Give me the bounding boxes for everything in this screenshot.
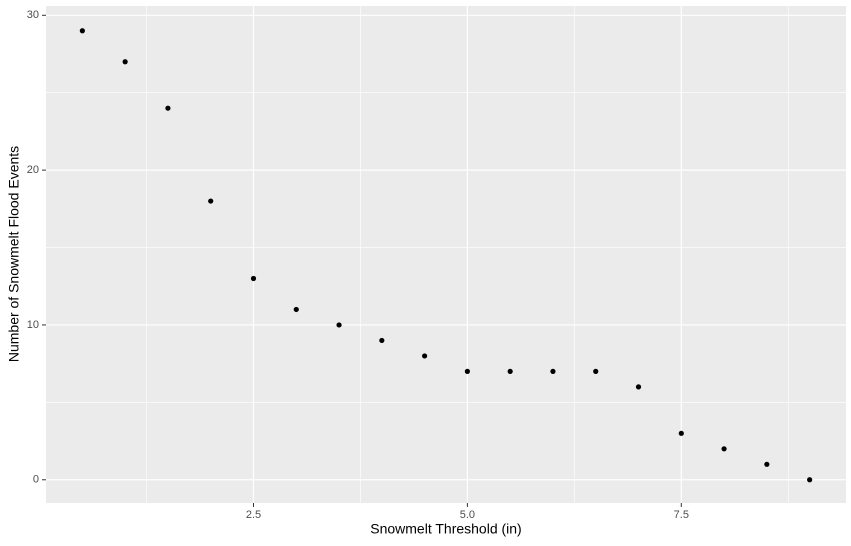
point — [635, 384, 642, 390]
panel-background — [46, 6, 846, 503]
point — [721, 446, 727, 452]
point — [122, 59, 128, 65]
point — [250, 275, 257, 282]
point — [208, 198, 214, 204]
point — [550, 368, 556, 374]
x-tick-label: 2.5 — [246, 509, 261, 521]
point — [764, 461, 770, 467]
point — [593, 368, 599, 374]
point — [507, 368, 513, 374]
point — [807, 477, 813, 483]
x-tick-label: 5.0 — [460, 509, 475, 521]
point — [464, 368, 470, 374]
point — [79, 28, 85, 34]
point — [293, 306, 299, 313]
point — [336, 322, 342, 328]
point — [422, 353, 428, 359]
y-tick-label: 10 — [27, 319, 39, 331]
point — [165, 105, 171, 111]
point — [379, 337, 385, 344]
x-tick-label: 7.5 — [674, 509, 689, 521]
y-axis-title: Number of Snowmelt Flood Events — [6, 146, 22, 362]
y-tick-label: 0 — [33, 474, 39, 486]
x-axis-title: Snowmelt Threshold (in) — [370, 521, 521, 537]
y-tick-label: 20 — [27, 164, 39, 176]
y-tick-label: 30 — [27, 9, 39, 21]
point — [678, 430, 684, 436]
